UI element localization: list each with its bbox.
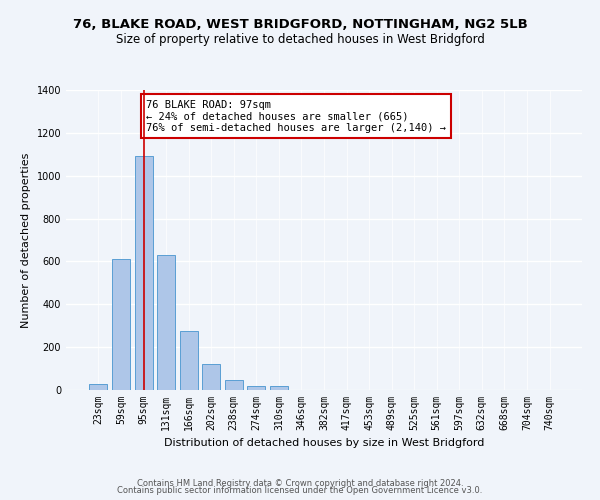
Bar [179,331,198,390]
Text: Contains HM Land Registry data © Crown copyright and database right 2024.: Contains HM Land Registry data © Crown c… [137,478,463,488]
X-axis label: Distribution of detached houses by size in West Bridgford: Distribution of detached houses by size … [164,438,484,448]
Bar [225,380,243,390]
Bar [270,386,288,390]
Bar [112,260,130,390]
Bar [157,255,175,390]
Bar [247,386,265,390]
Text: Contains public sector information licensed under the Open Government Licence v3: Contains public sector information licen… [118,486,482,495]
Bar [134,156,152,390]
Bar [89,384,107,390]
Y-axis label: Number of detached properties: Number of detached properties [21,152,31,328]
Text: 76 BLAKE ROAD: 97sqm
← 24% of detached houses are smaller (665)
76% of semi-deta: 76 BLAKE ROAD: 97sqm ← 24% of detached h… [146,100,446,133]
Text: 76, BLAKE ROAD, WEST BRIDGFORD, NOTTINGHAM, NG2 5LB: 76, BLAKE ROAD, WEST BRIDGFORD, NOTTINGH… [73,18,527,30]
Bar [202,364,220,390]
Text: Size of property relative to detached houses in West Bridgford: Size of property relative to detached ho… [116,32,484,46]
